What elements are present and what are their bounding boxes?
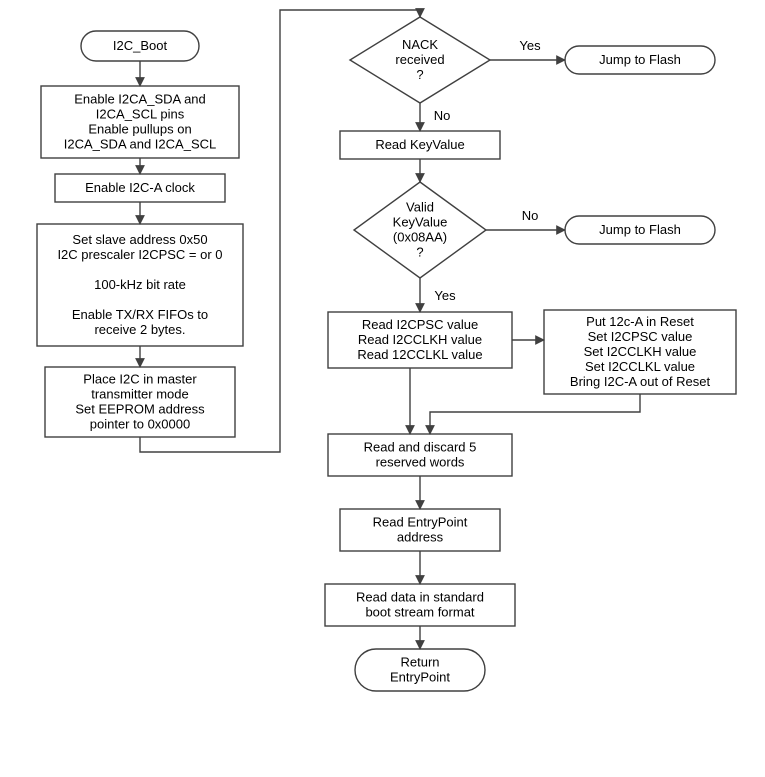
svg-text:Bring I2C-A out of Reset: Bring I2C-A out of Reset (570, 374, 711, 389)
node-jump1: Jump to Flash (565, 46, 715, 74)
svg-text:?: ? (416, 245, 423, 260)
svg-text:I2C prescaler I2CPSC = or 0: I2C prescaler I2CPSC = or 0 (57, 247, 222, 262)
svg-text:No: No (434, 108, 451, 123)
svg-text:EntryPoint: EntryPoint (390, 670, 450, 685)
svg-text:Valid: Valid (406, 200, 434, 215)
node-enablePins: Enable I2CA_SDA andI2CA_SCL pinsEnable p… (41, 86, 239, 158)
svg-text:boot stream format: boot stream format (365, 605, 474, 620)
node-readVals: Read I2CPSC valueRead I2CCLKH valueRead … (328, 312, 512, 368)
svg-text:I2C_Boot: I2C_Boot (113, 38, 168, 53)
svg-text:received: received (395, 52, 444, 67)
svg-text:transmitter mode: transmitter mode (91, 387, 189, 402)
svg-text:Set I2CCLKH value: Set I2CCLKH value (584, 344, 697, 359)
svg-text:Set EEPROM address: Set EEPROM address (75, 402, 205, 417)
svg-text:Enable I2C-A clock: Enable I2C-A clock (85, 180, 195, 195)
svg-text:Put 12c-A in Reset: Put 12c-A in Reset (586, 314, 694, 329)
svg-text:Read data in standard: Read data in standard (356, 590, 484, 605)
svg-text:Read EntryPoint: Read EntryPoint (373, 515, 468, 530)
node-putReset: Put 12c-A in ResetSet I2CPSC valueSet I2… (544, 310, 736, 394)
svg-text:?: ? (416, 67, 423, 82)
svg-text:KeyValue: KeyValue (393, 215, 448, 230)
node-validKey: ValidKeyValue(0x08AA)? (354, 182, 486, 278)
svg-text:I2CA_SDA and I2CA_SCL: I2CA_SDA and I2CA_SCL (64, 137, 216, 152)
svg-text:receive 2 bytes.: receive 2 bytes. (94, 322, 185, 337)
svg-text:Yes: Yes (519, 38, 541, 53)
svg-text:Return: Return (400, 655, 439, 670)
svg-text:Set slave address 0x50: Set slave address 0x50 (72, 232, 207, 247)
svg-text:NACK: NACK (402, 37, 438, 52)
svg-text:Set I2CCLKL value: Set I2CCLKL value (585, 359, 695, 374)
svg-text:100-kHz bit rate: 100-kHz bit rate (94, 277, 186, 292)
svg-text:Yes: Yes (434, 288, 456, 303)
node-readEntry: Read EntryPointaddress (340, 509, 500, 551)
svg-text:No: No (522, 208, 539, 223)
node-jump2: Jump to Flash (565, 216, 715, 244)
flowchart-svg: I2C_Boot Enable I2CA_SDA andI2CA_SCL pins… (0, 0, 765, 777)
svg-text:Read I2CCLKH value: Read I2CCLKH value (358, 332, 482, 347)
svg-text:Jump to Flash: Jump to Flash (599, 52, 681, 67)
svg-text:Enable pullups on: Enable pullups on (88, 122, 191, 137)
svg-text:reserved words: reserved words (376, 455, 465, 470)
svg-text:pointer to 0x0000: pointer to 0x0000 (90, 417, 190, 432)
node-start: I2C_Boot (81, 31, 199, 61)
node-return: ReturnEntryPoint (355, 649, 485, 691)
svg-text:Place I2C in master: Place I2C in master (83, 372, 197, 387)
svg-text:address: address (397, 530, 444, 545)
svg-text:Read I2CPSC value: Read I2CPSC value (362, 317, 478, 332)
svg-text:Jump to Flash: Jump to Flash (599, 222, 681, 237)
svg-text:I2CA_SCL pins: I2CA_SCL pins (96, 107, 185, 122)
svg-text:Set I2CPSC value: Set I2CPSC value (588, 329, 693, 344)
node-placeMaster: Place I2C in mastertransmitter modeSet E… (45, 367, 235, 437)
svg-text:Read 12CCLKL value: Read 12CCLKL value (357, 347, 482, 362)
svg-text:Read KeyValue: Read KeyValue (375, 137, 464, 152)
svg-text:(0x08AA): (0x08AA) (393, 230, 447, 245)
node-readDisc: Read and discard 5reserved words (328, 434, 512, 476)
node-readKey: Read KeyValue (340, 131, 500, 159)
svg-text:Read and discard 5: Read and discard 5 (364, 440, 477, 455)
node-readData: Read data in standardboot stream format (325, 584, 515, 626)
svg-text:Enable I2CA_SDA and: Enable I2CA_SDA and (74, 92, 206, 107)
node-enableClk: Enable I2C-A clock (55, 174, 225, 202)
node-nack: NACKreceived? (350, 17, 490, 103)
node-setSlave: Set slave address 0x50I2C prescaler I2CP… (37, 224, 243, 346)
svg-text:Enable TX/RX FIFOs to: Enable TX/RX FIFOs to (72, 307, 208, 322)
